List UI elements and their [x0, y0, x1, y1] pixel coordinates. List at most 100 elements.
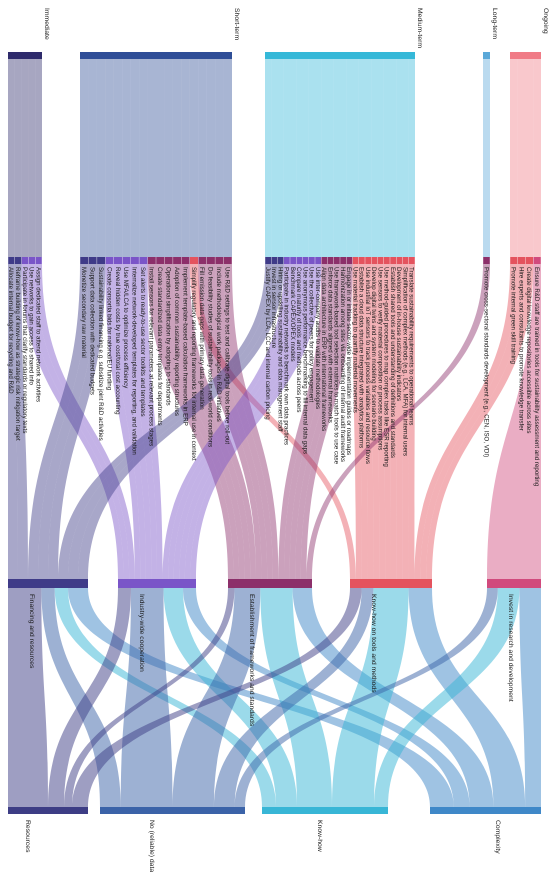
category-label: Know-how	[316, 820, 323, 852]
measure-node	[390, 257, 397, 264]
flow-measure-to-solution	[113, 264, 146, 579]
flow-stage-to-measure	[172, 59, 182, 257]
measure-label: Use framework-based tool selection matri…	[333, 267, 340, 465]
measure-node	[189, 257, 199, 264]
flow-measure-to-solution	[164, 264, 245, 579]
flow-measure-to-solution	[78, 264, 284, 579]
measure-label: Simplify regulatory and reporting framew…	[190, 267, 197, 461]
measure-label: Use networks to gain access to shared in…	[28, 267, 35, 386]
measure-node	[122, 257, 131, 264]
measure-node	[265, 257, 272, 264]
solution-node	[8, 579, 88, 588]
flow-measure-to-solution	[168, 264, 297, 579]
measure-node	[277, 257, 284, 264]
flow-measure-to-solution	[198, 264, 262, 579]
stage-label: Immediate	[43, 8, 50, 40]
measure-node	[139, 257, 148, 264]
flow-stage-to-measure	[308, 59, 315, 257]
flow-stage-to-measure	[510, 59, 518, 257]
measure-label: Adoption of common sustainability report…	[173, 267, 180, 416]
category-label: No (reliable) data	[148, 820, 155, 872]
measure-label: Use anonymous performance benchmarking t…	[301, 267, 308, 454]
measure-label: Benchmark CAPEX/OPEX models	[289, 267, 296, 362]
flow-measure-to-solution	[48, 264, 106, 579]
measure-node	[290, 257, 297, 264]
measure-label: Hire experts and consultants to promote …	[517, 267, 524, 431]
measure-label: Engage in or initiate sector-wide implem…	[345, 267, 352, 455]
measure-node	[377, 257, 384, 264]
stage-node	[483, 52, 490, 59]
flow-measure-to-solution	[402, 264, 409, 579]
measure-label: Use R&D settings to test and calibrate d…	[224, 267, 231, 444]
solution-node	[487, 579, 541, 588]
flow-stage-to-measure	[223, 59, 232, 257]
flow-solution-to-category	[48, 588, 131, 807]
flow-measure-to-solution	[156, 264, 240, 579]
flow-measure-to-solution	[420, 264, 526, 579]
flow-measure-to-solution	[352, 264, 362, 579]
flow-measure-to-solution	[21, 264, 124, 579]
measure-node	[302, 257, 309, 264]
measure-label: Install sensors for relevant parameters …	[148, 267, 155, 446]
measure-label: Align data architecture in ERP with inte…	[320, 267, 327, 431]
nodes-layer	[8, 52, 541, 814]
stage-label: Medium-term	[416, 8, 423, 48]
measure-node	[28, 257, 35, 264]
flow-solution-to-category	[183, 588, 470, 807]
measure-node	[283, 257, 290, 264]
stage-node	[510, 52, 541, 59]
flow-solution-to-category	[519, 588, 541, 807]
flow-measure-to-solution	[215, 264, 273, 579]
flow-measure-to-solution	[487, 264, 541, 579]
flow-stage-to-measure	[130, 59, 140, 257]
flow-stage-to-measure	[352, 59, 359, 257]
flow-stage-to-measure	[346, 59, 353, 257]
solution-label: Industry-wide cooperation	[138, 594, 145, 672]
measure-node	[383, 257, 390, 264]
measure-node	[8, 257, 15, 264]
flow-measure-to-solution	[8, 264, 18, 579]
flow-stage-to-measure	[383, 59, 390, 257]
flow-stage-to-measure	[396, 59, 403, 257]
measure-label: Develop digital twins and system modelin…	[370, 267, 377, 441]
flow-measure-to-solution	[377, 264, 386, 579]
solution-label: Financing and resources	[28, 594, 35, 669]
flow-stage-to-measure	[88, 59, 97, 257]
measure-label: Reframe building of know-how as strategi…	[14, 267, 21, 441]
measure-node	[147, 257, 156, 264]
flow-stage-to-measure	[139, 59, 148, 257]
measure-node	[206, 257, 215, 264]
measure-label: Implement template-based calculation fra…	[181, 267, 188, 426]
stage-label: Short-term	[233, 8, 240, 40]
flow-stage-to-measure	[390, 59, 397, 257]
flow-stage-to-measure	[215, 59, 224, 257]
flow-solution-to-category	[408, 588, 526, 807]
flow-solution-to-category	[374, 588, 520, 807]
flow-solution-to-category	[292, 588, 494, 807]
measure-label: Use industrial IoT sensors to track proc…	[364, 267, 371, 464]
measure-label: Use the collective of peers for policy e…	[308, 267, 315, 402]
flow-stage-to-measure	[28, 59, 36, 257]
flow-measure-to-solution	[14, 264, 28, 579]
measure-node	[510, 257, 518, 264]
measure-node	[21, 257, 29, 264]
category-label: Complexity	[494, 820, 501, 854]
measure-node	[340, 257, 347, 264]
flow-stage-to-measure	[21, 59, 29, 257]
measure-node	[35, 257, 42, 264]
stage-label: Ongoing	[542, 8, 549, 34]
flow-measure-to-solution	[184, 264, 315, 579]
measure-label: Promote internal green skill training	[510, 267, 517, 365]
measure-label: Use MFA/LCA to optimize process efficien…	[122, 267, 129, 389]
category-node	[430, 807, 541, 814]
flow-stage-to-measure	[14, 59, 22, 257]
flow-stage-to-measure	[80, 59, 89, 257]
flow-measure-to-solution	[306, 264, 490, 579]
flow-stage-to-measure	[377, 59, 384, 257]
flow-stage-to-measure	[271, 59, 278, 257]
measure-node	[321, 257, 328, 264]
measure-label: Sustainability linked financing e.g. sub…	[97, 267, 104, 441]
measure-node	[173, 257, 182, 264]
solution-label: Know-how on tools and methods	[370, 594, 377, 693]
measure-label: Simplification of complex methods (e.g.,…	[401, 267, 408, 456]
